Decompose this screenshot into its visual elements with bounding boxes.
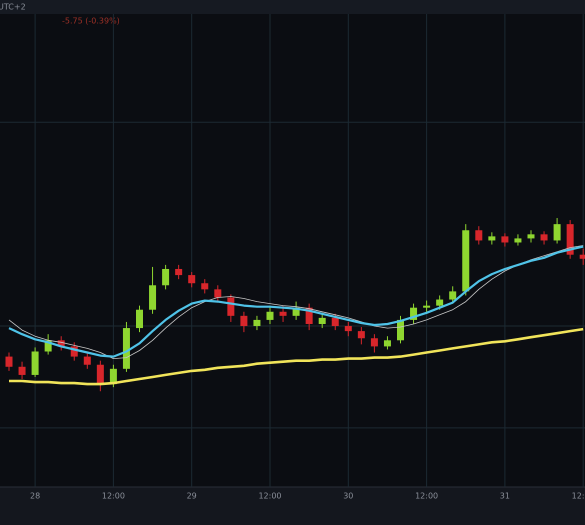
candle-body: [423, 305, 431, 308]
candle-body: [410, 307, 418, 320]
candle-body: [501, 236, 509, 243]
candle-body: [188, 275, 196, 284]
candle-body: [201, 283, 209, 290]
candle-body: [436, 299, 444, 306]
candle-body: [136, 309, 143, 329]
candle-body: [266, 311, 274, 320]
candle-body: [488, 236, 496, 241]
candle-body: [5, 356, 13, 367]
moving-average: [8, 245, 584, 358]
moving-average: [8, 245, 584, 359]
time-axis: [0, 487, 585, 525]
candle-body: [70, 346, 78, 357]
candle-body: [57, 340, 65, 347]
candle-body: [109, 368, 117, 385]
candle-body: [227, 297, 235, 316]
candle-body: [397, 319, 404, 341]
candle-body: [318, 317, 326, 324]
candle-body: [344, 326, 352, 332]
x-tick-label: 28: [30, 492, 40, 501]
candle-body: [240, 315, 248, 327]
x-tick-label: 12:00: [258, 492, 281, 501]
candle-body: [214, 289, 222, 298]
top-bar: [0, 0, 585, 14]
candle-body: [566, 224, 574, 255]
candle-body: [514, 238, 522, 243]
candle-body: [175, 268, 183, 276]
timezone: UTC+2: [0, 3, 26, 12]
candle-body: [162, 268, 170, 286]
candle-body: [305, 307, 313, 324]
candle-body: [96, 364, 104, 385]
candle-body: [44, 340, 52, 352]
x-tick-label: 12:00: [572, 492, 585, 501]
candle-body: [357, 331, 365, 339]
candle-body: [553, 224, 561, 241]
candle-body: [31, 351, 39, 375]
candle-body: [292, 307, 300, 316]
candle-body: [83, 356, 91, 365]
x-tick-label: 31: [500, 492, 510, 501]
candle-body: [383, 340, 391, 347]
candle-body: [122, 328, 130, 369]
x-tick-label: 29: [187, 492, 197, 501]
moving-average: [9, 327, 584, 386]
candle-body: [462, 230, 470, 292]
candle-body: [527, 234, 535, 239]
x-tick-label: 30: [343, 492, 353, 501]
candle-body: [149, 285, 157, 310]
candle-body: [540, 234, 548, 241]
candle-body: [475, 230, 483, 241]
candle-body: [279, 311, 287, 316]
candle-body: [370, 338, 378, 347]
x-tick-label: 12:00: [102, 492, 125, 501]
candle-body: [579, 254, 585, 259]
candle-body: [253, 319, 261, 327]
x-tick-label: 12:00: [415, 492, 438, 501]
candle-body: [449, 291, 457, 300]
change-label: -5.75 (-0.39%): [62, 17, 120, 26]
candle-body: [18, 366, 26, 375]
candle-body: [331, 317, 339, 327]
